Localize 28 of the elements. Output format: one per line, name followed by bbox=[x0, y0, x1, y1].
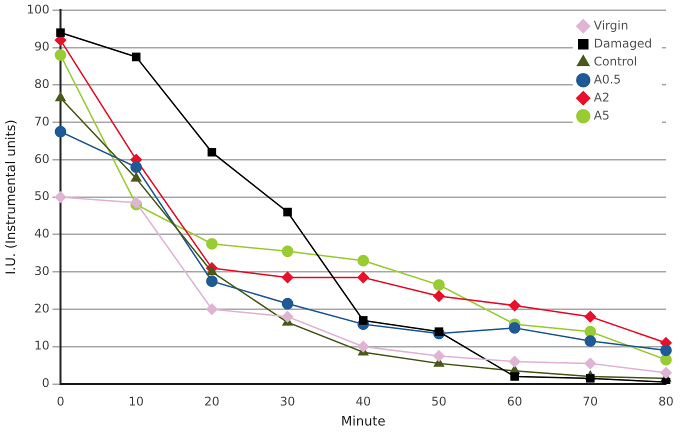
legend-label: Virgin bbox=[594, 18, 628, 32]
y-tick-label: 70 bbox=[34, 114, 50, 128]
y-axis-title: I.U. (Instrumental units) bbox=[4, 120, 20, 275]
y-tick-label: 100 bbox=[26, 2, 50, 16]
legend-label: A5 bbox=[594, 108, 610, 122]
x-tick-label: 30 bbox=[280, 394, 296, 408]
y-tick-label: 20 bbox=[34, 301, 50, 316]
y-tick-label: 90 bbox=[34, 40, 50, 54]
x-tick-label: 50 bbox=[431, 394, 447, 408]
y-tick-label: 40 bbox=[34, 226, 50, 241]
legend-label: A2 bbox=[594, 90, 610, 104]
y-tick-label: 50 bbox=[34, 189, 50, 204]
y-tick-label: 60 bbox=[34, 152, 50, 166]
x-tick-label: 40 bbox=[356, 394, 371, 408]
y-tick-label: 80 bbox=[34, 77, 50, 92]
y-tick-label: 10 bbox=[34, 338, 50, 353]
legend-label: A0.5 bbox=[594, 72, 622, 86]
y-tick-label: 0 bbox=[42, 376, 50, 390]
x-tick-label: 20 bbox=[204, 394, 220, 408]
legend-label: Control bbox=[594, 54, 638, 68]
x-axis-title: Minute bbox=[341, 414, 386, 430]
x-tick-label: 0 bbox=[56, 394, 64, 408]
x-tick-label: 10 bbox=[128, 394, 144, 408]
x-tick-label: 60 bbox=[506, 394, 522, 408]
legend-label: Damaged bbox=[594, 36, 652, 50]
x-tick-label: 80 bbox=[658, 394, 674, 408]
x-tick-label: 70 bbox=[582, 394, 598, 408]
y-tick-label: 30 bbox=[34, 264, 50, 278]
